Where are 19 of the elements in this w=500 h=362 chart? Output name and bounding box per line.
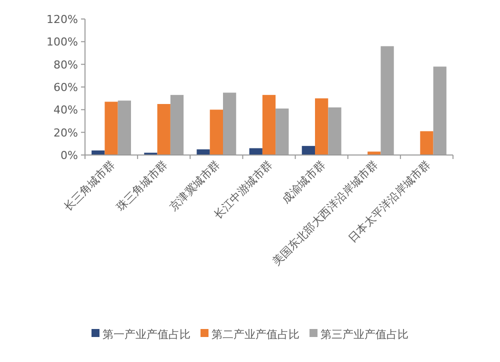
y-tick-label: 120% <box>46 13 78 26</box>
legend-label: 第一产业产值占比 <box>102 328 190 341</box>
y-tick-label: 80% <box>54 58 78 72</box>
bar <box>210 110 223 155</box>
y-tick-label: 20% <box>54 126 78 140</box>
y-tick-label: 40% <box>54 104 78 117</box>
x-tick-label: 成渝城市群 <box>280 158 328 206</box>
legend-label: 第二产业产值占比 <box>212 328 300 341</box>
bar <box>104 102 118 155</box>
legend-label: 第三产业产值占比 <box>320 328 408 341</box>
bar <box>302 146 315 155</box>
bar <box>196 149 210 155</box>
bar <box>262 94 276 155</box>
bar <box>420 131 434 155</box>
bar <box>249 148 262 155</box>
y-tick-label: 60% <box>54 81 78 94</box>
y-tick-label: 100% <box>46 36 78 49</box>
bar <box>315 98 328 155</box>
bar <box>157 104 170 155</box>
